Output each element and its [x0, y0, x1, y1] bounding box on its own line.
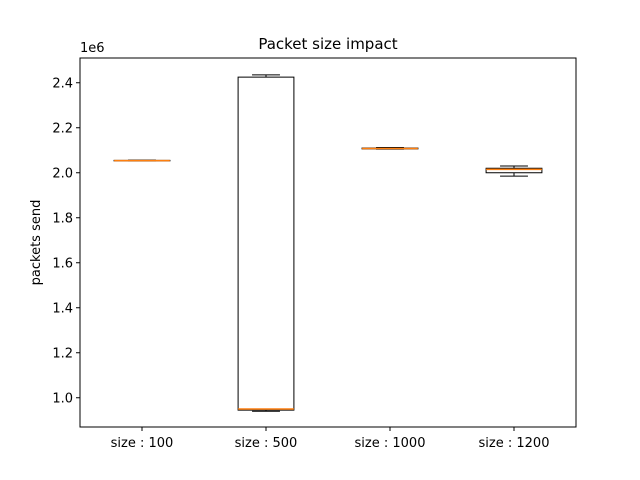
- y-axis-multiplier: 1e6: [80, 41, 105, 56]
- box-body: [485, 167, 543, 174]
- box-group: [237, 74, 295, 412]
- y-tick-label: 2.2: [52, 121, 73, 136]
- y-tick-label: 2.0: [52, 166, 73, 181]
- box-group: [485, 165, 543, 177]
- box-series: [113, 74, 543, 412]
- box-group: [361, 147, 419, 150]
- x-tick-label: size : 500: [235, 436, 298, 451]
- y-tick-label: 1.4: [52, 301, 73, 316]
- x-tick-label: size : 100: [111, 436, 174, 451]
- plot-area: [80, 58, 576, 427]
- x-tick-label: size : 1200: [479, 436, 550, 451]
- x-axis-ticks: size : 100 size : 500 size : 1000 size : 12…: [111, 427, 550, 451]
- y-axis-label: packets send: [29, 200, 44, 286]
- box-body: [237, 76, 295, 411]
- chart-title: Packet size impact: [258, 35, 397, 53]
- box-group: [113, 159, 171, 162]
- plot-frame: [79, 57, 577, 428]
- y-tick-label: 1.2: [52, 346, 73, 361]
- y-tick-label: 1.6: [52, 256, 73, 271]
- y-tick-label: 2.4: [52, 76, 73, 91]
- y-tick-label: 1.8: [52, 211, 73, 226]
- y-tick-label: 1.0: [52, 391, 73, 406]
- x-tick-label: size : 1000: [355, 436, 426, 451]
- y-axis-ticks: 1.0 1.2 1.4 1.6 1.8 2.0 2.2 2.4: [52, 76, 80, 406]
